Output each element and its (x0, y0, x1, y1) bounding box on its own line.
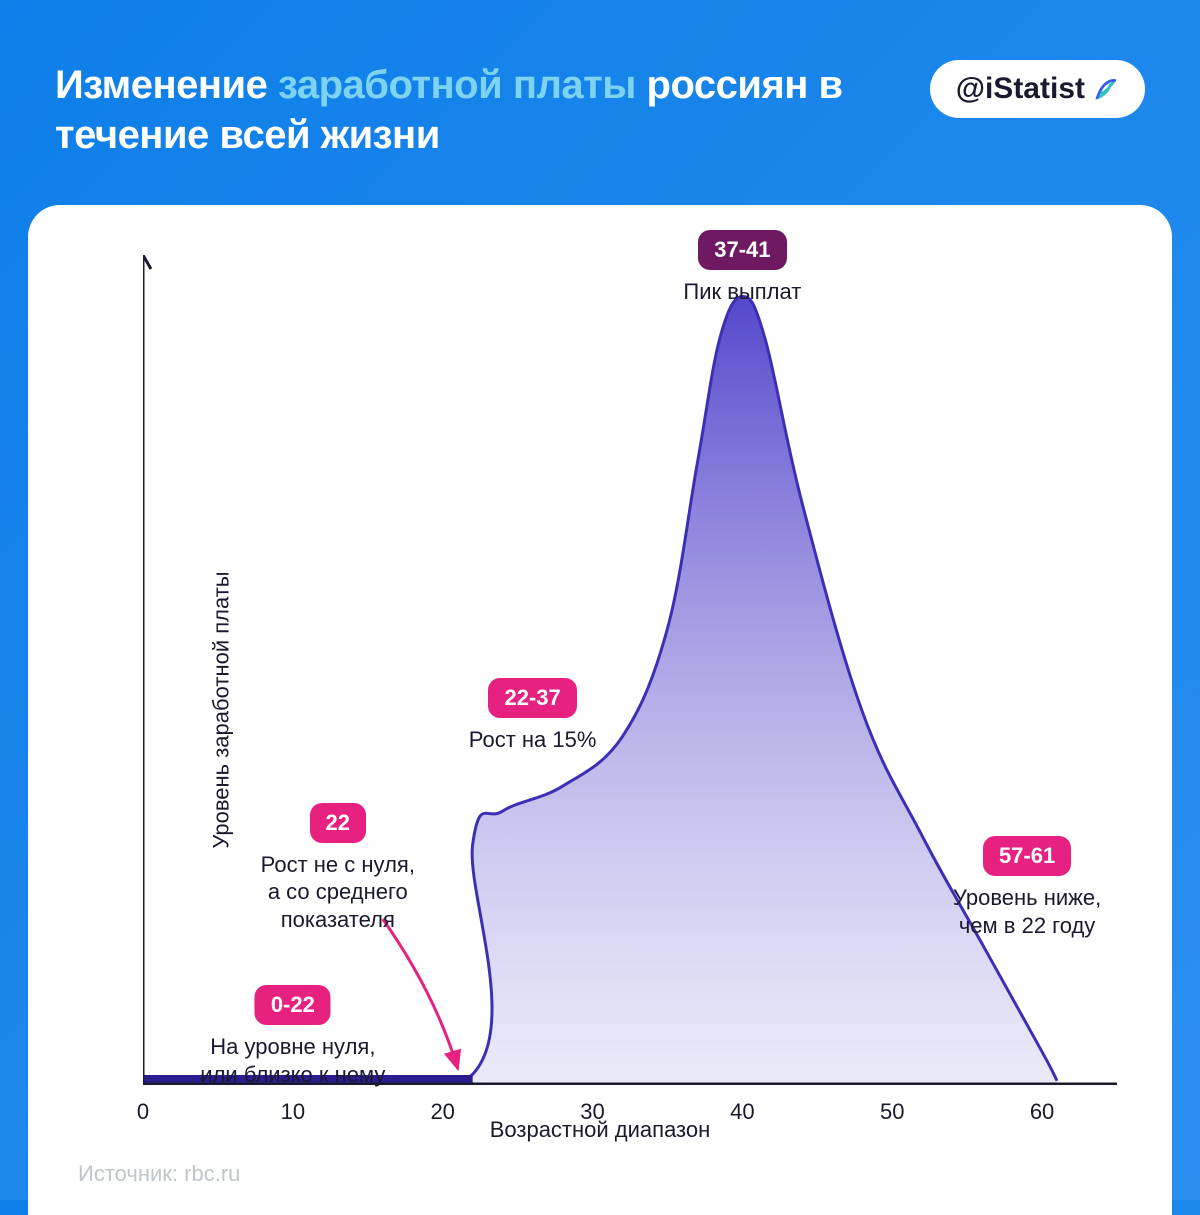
x-tick-label: 20 (430, 1099, 454, 1125)
source-label: Источник: (78, 1161, 184, 1186)
annotation-pill: 22 (310, 803, 366, 843)
badge-text: @iStatist (956, 72, 1085, 106)
source-value: rbc.ru (184, 1161, 240, 1186)
annotation-start: 22 Рост не с нуля,а со среднегопоказателя (253, 803, 423, 934)
annotation-text: Рост не с нуля,а со среднегопоказателя (253, 851, 423, 934)
annotation-pill: 57-61 (983, 836, 1071, 876)
x-axis-label: Возрастной диапазон (490, 1117, 711, 1143)
header: Изменение заработной платы россиян в теч… (0, 0, 1200, 195)
source-badge: @iStatist (930, 60, 1145, 118)
feather-icon (1093, 76, 1119, 102)
x-tick-label: 60 (1030, 1099, 1054, 1125)
x-tick-label: 10 (281, 1099, 305, 1125)
chart-card: Уровень заработной платы 37-41Пик выплат… (28, 205, 1172, 1215)
title-highlight: заработной платы (278, 63, 636, 107)
annotation-peak: 37-41 Пик выплат (657, 230, 827, 306)
x-tick-label: 0 (137, 1099, 149, 1125)
annotation-text: Рост на 15% (448, 726, 618, 754)
x-tick-label: 40 (730, 1099, 754, 1125)
annotation-text: Пик выплат (657, 278, 827, 306)
title-prefix: Изменение (55, 63, 278, 107)
x-tick-label: 50 (880, 1099, 904, 1125)
annotation-pill: 0-22 (255, 985, 331, 1025)
salary-curve-chart (143, 255, 1117, 1085)
chart-area: 37-41Пик выплат22-37Рост на 15%22Рост не… (143, 255, 1117, 1085)
annotation-text: На уровне нуля,или близко к нему (200, 1033, 385, 1088)
page-title: Изменение заработной платы россиян в теч… (55, 60, 930, 160)
annotation-text: Уровень ниже,чем в 22 году (942, 884, 1112, 939)
source-line: Источник: rbc.ru (78, 1161, 240, 1187)
annotation-zero: 0-22 На уровне нуля,или близко к нему (200, 985, 385, 1088)
annotation-pill: 22-37 (488, 678, 576, 718)
annotation-decline: 57-61 Уровень ниже,чем в 22 году (942, 836, 1112, 939)
annotation-growth: 22-37 Рост на 15% (448, 678, 618, 754)
annotation-pill: 37-41 (698, 230, 786, 270)
